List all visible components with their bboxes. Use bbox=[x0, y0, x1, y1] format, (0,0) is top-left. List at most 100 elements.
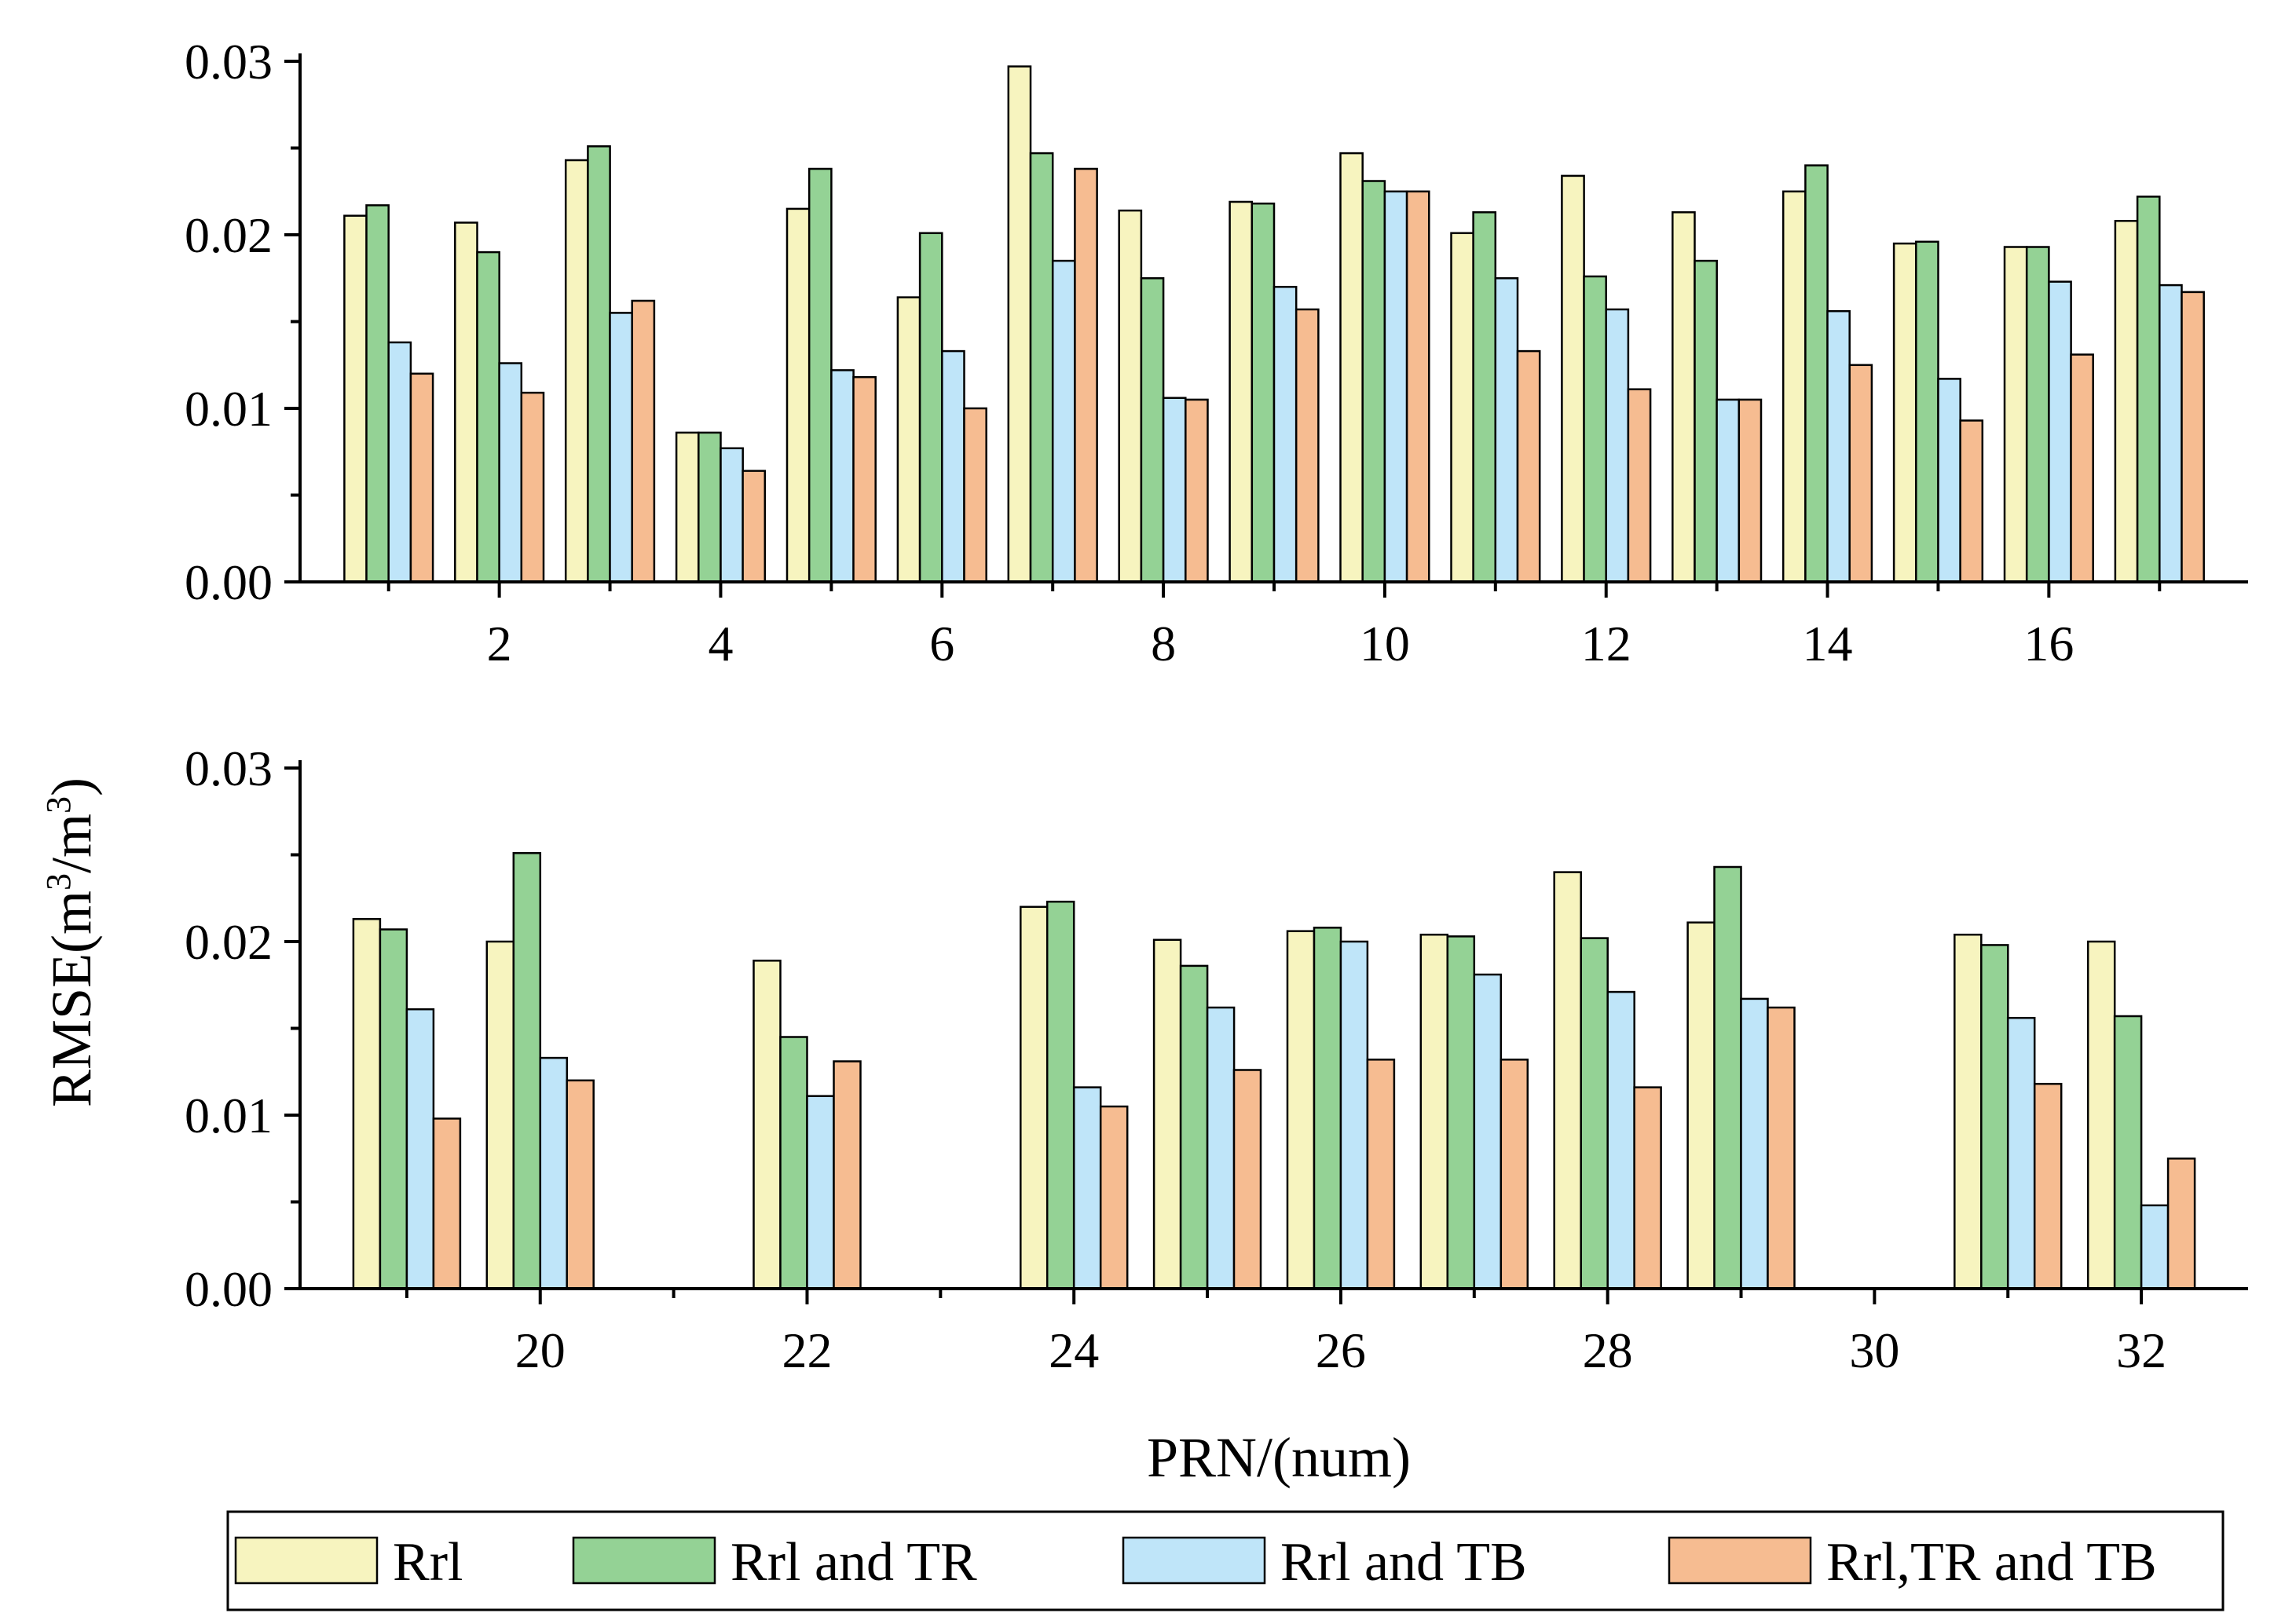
bar-top-prn7-s3 bbox=[1074, 167, 1098, 583]
legend-label-3: Rrl,TR and TB bbox=[1826, 1532, 2157, 1593]
legend-label-0: Rrl bbox=[393, 1532, 463, 1593]
x-tick-label-top: 16 bbox=[2023, 616, 2074, 671]
bar-bottom-prn20-s0 bbox=[485, 940, 515, 1290]
bar-top-prn1-s3 bbox=[409, 372, 434, 583]
bar-top-prn15-s0 bbox=[1892, 242, 1917, 583]
bar-bottom-prn27-s0 bbox=[1419, 933, 1449, 1290]
bar-top-prn5-s1 bbox=[807, 167, 833, 583]
bar-bottom-prn20-s3 bbox=[566, 1079, 595, 1290]
bar-bottom-prn25-s0 bbox=[1152, 938, 1182, 1290]
y-tick-label-top: 0.02 bbox=[185, 207, 273, 263]
bar-top-prn10-s0 bbox=[1339, 152, 1364, 583]
bar-top-prn3-s1 bbox=[587, 145, 611, 583]
y-tick-label-top: 0.03 bbox=[185, 34, 273, 90]
bar-top-prn14-s3 bbox=[1848, 364, 1873, 583]
bar-top-prn14-s1 bbox=[1804, 164, 1829, 583]
bar-top-prn7-s2 bbox=[1051, 259, 1076, 583]
x-tick-label-top: 8 bbox=[1151, 616, 1176, 671]
bar-top-prn5-s3 bbox=[852, 375, 877, 583]
bar-top-prn13-s0 bbox=[1672, 211, 1696, 583]
bar-bottom-prn32-s0 bbox=[2086, 940, 2116, 1290]
bar-top-prn15-s2 bbox=[1937, 378, 1961, 583]
x-tick-label-bottom: 30 bbox=[1849, 1322, 1899, 1378]
bar-top-prn16-s3 bbox=[2070, 353, 2094, 583]
x-tick-label-top: 4 bbox=[708, 616, 733, 671]
bar-top-prn12-s3 bbox=[1627, 388, 1652, 583]
x-tick-label-bottom: 22 bbox=[782, 1322, 832, 1378]
bar-bottom-prn24-s0 bbox=[1020, 905, 1049, 1290]
bar-bottom-prn22-s3 bbox=[833, 1060, 862, 1290]
bar-bottom-prn24-s3 bbox=[1099, 1105, 1129, 1290]
bar-bottom-prn32-s2 bbox=[2140, 1204, 2170, 1290]
y-tick-label-top: 0.01 bbox=[185, 381, 273, 437]
bar-top-prn8-s2 bbox=[1162, 397, 1187, 583]
bar-top-prn4-s1 bbox=[698, 431, 722, 583]
bar-top-prn10-s1 bbox=[1361, 180, 1386, 583]
x-tick-label-top: 14 bbox=[1803, 616, 1853, 671]
bar-bottom-prn28-s3 bbox=[1633, 1086, 1662, 1290]
bar-bottom-prn28-s2 bbox=[1606, 990, 1635, 1290]
legend: Rrl Rrl and TR Rrl and TB Rrl,TR and TB bbox=[226, 1510, 2225, 1611]
legend-swatch-3 bbox=[1668, 1536, 1812, 1585]
bar-top-prn2-s2 bbox=[498, 362, 523, 583]
bar-top-prn8-s3 bbox=[1185, 398, 1209, 583]
bar-bottom-prn29-s0 bbox=[1686, 921, 1716, 1290]
bar-bottom-prn19-s1 bbox=[379, 928, 408, 1290]
y-tick-label-bottom: 0.02 bbox=[185, 914, 273, 970]
bar-top-prn15-s3 bbox=[1959, 419, 1984, 583]
legend-swatch-0 bbox=[234, 1536, 379, 1585]
bar-bottom-prn24-s2 bbox=[1072, 1086, 1102, 1290]
bar-top-prn14-s0 bbox=[1781, 190, 1807, 583]
bar-top-prn16-s1 bbox=[2025, 246, 2050, 583]
bar-bottom-prn19-s2 bbox=[405, 1008, 435, 1290]
bar-top-prn3-s0 bbox=[564, 159, 589, 583]
bar-bottom-prn31-s2 bbox=[2006, 1016, 2036, 1290]
bar-top-prn6-s1 bbox=[918, 232, 943, 583]
x-tick-label-bottom: 24 bbox=[1049, 1322, 1099, 1378]
bar-bottom-prn20-s1 bbox=[512, 852, 542, 1290]
bar-bottom-prn29-s2 bbox=[1740, 997, 1769, 1290]
bar-bottom-prn31-s3 bbox=[2033, 1082, 2063, 1290]
bar-top-prn7-s0 bbox=[1007, 65, 1032, 583]
legend-swatch-1 bbox=[572, 1536, 716, 1585]
x-tick-label-bottom: 28 bbox=[1583, 1322, 1633, 1378]
bar-top-prn13-s3 bbox=[1738, 398, 1763, 583]
x-tick-label-top: 2 bbox=[487, 616, 512, 671]
bar-top-prn12-s2 bbox=[1605, 308, 1630, 583]
bar-bottom-prn26-s0 bbox=[1286, 930, 1316, 1290]
legend-label-2: Rrl and TB bbox=[1280, 1532, 1527, 1593]
y-axis-title: RMSE(m3/m3) bbox=[39, 777, 103, 1107]
y-tick-label-bottom: 0.03 bbox=[185, 741, 273, 796]
bar-top-prn13-s2 bbox=[1716, 398, 1741, 583]
bar-bottom-prn27-s1 bbox=[1446, 935, 1476, 1290]
bar-bottom-prn22-s2 bbox=[806, 1095, 835, 1290]
x-tick-label-bottom: 32 bbox=[2116, 1322, 2166, 1378]
bar-top-prn1-s0 bbox=[343, 214, 368, 583]
bar-top-prn1-s1 bbox=[365, 204, 390, 583]
bar-top-prn12-s0 bbox=[1561, 174, 1585, 583]
bar-bottom-prn22-s0 bbox=[753, 960, 782, 1290]
bar-top-prn6-s2 bbox=[941, 349, 965, 583]
bar-bottom-prn25-s3 bbox=[1232, 1069, 1262, 1290]
legend-swatch-2 bbox=[1122, 1536, 1266, 1585]
bar-bottom-prn26-s3 bbox=[1366, 1059, 1396, 1290]
bar-top-prn4-s3 bbox=[742, 470, 767, 583]
bar-bottom-prn27-s2 bbox=[1473, 973, 1503, 1290]
x-tick-label-top: 6 bbox=[929, 616, 954, 671]
bar-top-prn3-s2 bbox=[609, 312, 633, 583]
bar-top-prn4-s0 bbox=[675, 431, 700, 583]
bar-top-prn12-s1 bbox=[1583, 275, 1607, 583]
bar-bottom-prn25-s2 bbox=[1206, 1006, 1236, 1290]
bar-top-prn9-s0 bbox=[1229, 200, 1254, 583]
bar-bottom-prn26-s1 bbox=[1313, 927, 1342, 1290]
bar-top-prn7-s1 bbox=[1029, 152, 1054, 583]
bar-top-prn2-s0 bbox=[454, 221, 478, 583]
legend-label-1: Rrl and TR bbox=[731, 1532, 977, 1593]
x-tick-label-bottom: 20 bbox=[515, 1322, 566, 1378]
bar-bottom-prn29-s3 bbox=[1767, 1006, 1796, 1290]
bar-top-prn9-s2 bbox=[1272, 286, 1298, 583]
bar-top-prn17-s1 bbox=[2136, 196, 2161, 583]
bar-top-prn3-s3 bbox=[631, 299, 656, 583]
y-tick-label-bottom: 0.01 bbox=[185, 1088, 273, 1143]
